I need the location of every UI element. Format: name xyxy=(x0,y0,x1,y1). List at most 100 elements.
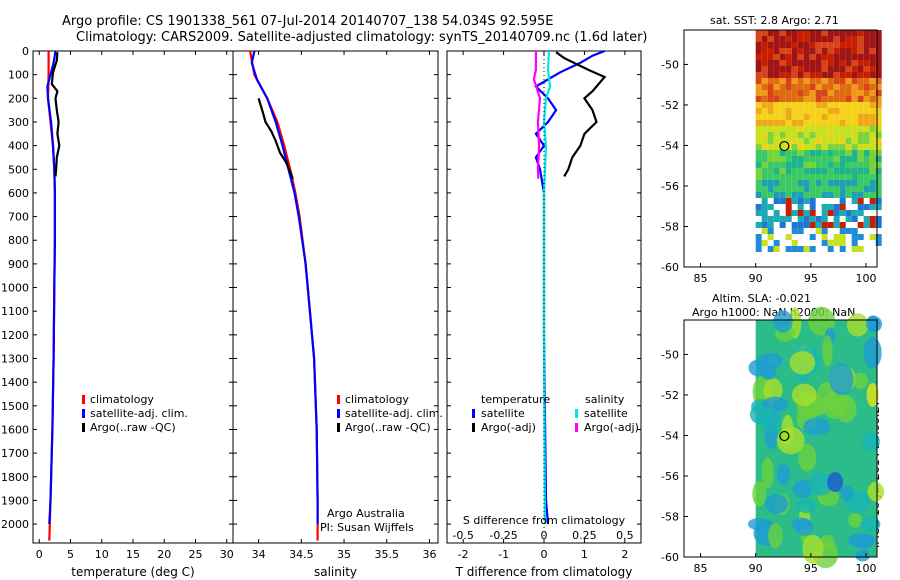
sst-cell xyxy=(809,78,816,84)
x-tick-label: -2 xyxy=(458,548,469,561)
sst-cell xyxy=(875,114,882,120)
sst-cell xyxy=(809,132,816,138)
sst-cell xyxy=(821,126,828,132)
sst-cell xyxy=(863,78,870,84)
sla-blob xyxy=(757,353,783,369)
sst-cell xyxy=(779,180,786,186)
sst-cell xyxy=(803,246,810,252)
sst-cell xyxy=(863,126,870,132)
sst-cell xyxy=(785,204,792,210)
sst-cell xyxy=(779,222,786,228)
sst-cell xyxy=(845,90,852,96)
sst-cell xyxy=(827,30,834,36)
sst-cell xyxy=(833,234,840,240)
sst-cell xyxy=(785,60,792,66)
salinity-legend-label: Argo(..raw -QC) xyxy=(345,421,431,434)
sst-cell xyxy=(827,108,834,114)
sst-cell xyxy=(875,198,882,204)
sst-cell xyxy=(857,60,864,66)
sst-cell xyxy=(827,180,834,186)
sst-cell xyxy=(869,54,876,60)
sst-cell xyxy=(815,144,822,150)
sst-cell xyxy=(815,90,822,96)
argo-position-marker xyxy=(779,140,790,152)
sst-cell xyxy=(791,240,798,246)
sst-cell xyxy=(809,210,816,216)
sst-cell xyxy=(797,126,804,132)
sst-cell xyxy=(875,138,882,144)
sst-cell xyxy=(839,246,846,252)
sst-cell xyxy=(863,204,870,210)
sst-cell xyxy=(785,234,792,240)
sst-cell xyxy=(857,192,864,198)
sst-cell xyxy=(839,222,846,228)
sst-cell xyxy=(767,216,774,222)
sst-cell xyxy=(827,96,834,102)
sst-cell xyxy=(809,114,816,120)
sst-cell xyxy=(785,30,792,36)
sst-cell xyxy=(791,126,798,132)
sst-cell xyxy=(779,132,786,138)
y-tick-label: 1800 xyxy=(1,471,29,484)
sst-cell xyxy=(755,30,762,36)
sst-cell xyxy=(845,150,852,156)
sst-cell xyxy=(791,168,798,174)
sst-cell xyxy=(851,192,858,198)
sst-cell xyxy=(827,48,834,54)
sst-cell xyxy=(875,186,882,192)
sst-cell xyxy=(785,150,792,156)
sst-cell xyxy=(767,36,774,42)
sst-cell xyxy=(809,204,816,210)
sst-cell xyxy=(863,168,870,174)
sst-cell xyxy=(803,48,810,54)
sla-blob xyxy=(789,351,816,375)
sst-cell xyxy=(851,114,858,120)
sst-cell xyxy=(797,120,804,126)
sst-cell xyxy=(785,108,792,114)
sst-cell xyxy=(851,198,858,204)
x-tick-label: 2 xyxy=(621,548,628,561)
sst-cell xyxy=(863,42,870,48)
y-tick-label: 1200 xyxy=(1,329,29,342)
sst-cell xyxy=(779,60,786,66)
sst-cell xyxy=(839,168,846,174)
sst-cell xyxy=(827,132,834,138)
sst-cell xyxy=(791,96,798,102)
sst-cell xyxy=(875,132,882,138)
sst-cell xyxy=(761,66,768,72)
sst-cell xyxy=(809,150,816,156)
sst-cell xyxy=(791,180,798,186)
sst-cell xyxy=(857,114,864,120)
x-axis-label: T difference from climatology xyxy=(455,565,633,579)
sst-cell xyxy=(779,144,786,150)
sst-cell xyxy=(875,84,882,90)
sst-cell xyxy=(755,72,762,78)
sst-cell xyxy=(761,72,768,78)
y-tick-label: 1000 xyxy=(1,282,29,295)
sst-cell xyxy=(797,138,804,144)
sst-cell xyxy=(779,198,786,204)
sst-cell xyxy=(785,162,792,168)
sst-cell xyxy=(779,216,786,222)
sst-cell xyxy=(797,48,804,54)
sst-cell xyxy=(827,60,834,66)
diff-legend-label: satellite xyxy=(584,407,628,420)
sst-cell xyxy=(851,210,858,216)
map-y-tick-label: -60 xyxy=(661,261,679,274)
sst-cell xyxy=(839,42,846,48)
sla-blob xyxy=(807,472,833,496)
sst-cell xyxy=(833,102,840,108)
sst-cell xyxy=(791,156,798,162)
sla-blob xyxy=(846,313,869,337)
sst-cell xyxy=(761,240,768,246)
sst-cell xyxy=(803,54,810,60)
sst-cell xyxy=(827,168,834,174)
sst-cell xyxy=(869,138,876,144)
sst-cell xyxy=(761,126,768,132)
y-tick-label: 1900 xyxy=(1,494,29,507)
sst-cell xyxy=(851,228,858,234)
sst-cell xyxy=(797,162,804,168)
sst-cell xyxy=(761,216,768,222)
sst-cell xyxy=(779,30,786,36)
